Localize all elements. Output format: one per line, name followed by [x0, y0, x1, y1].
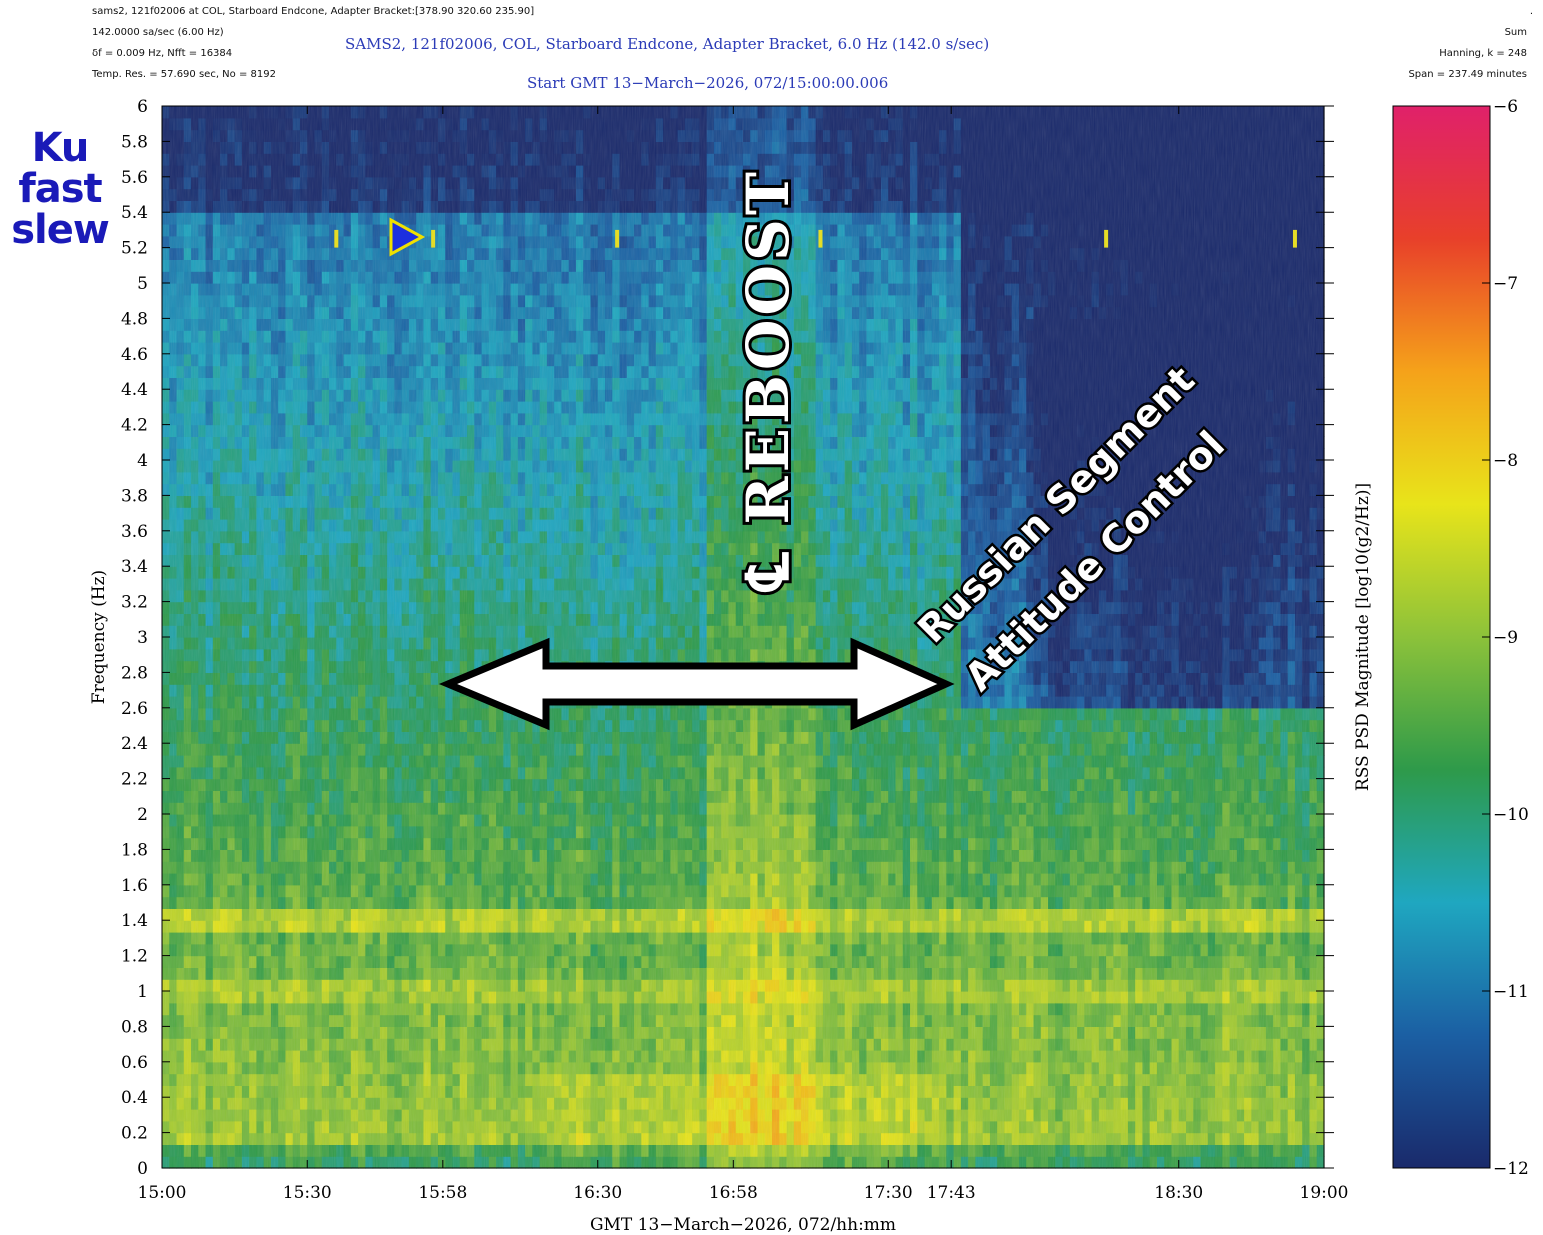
- ku-fast-slew-label: Ku fast slew: [11, 125, 110, 253]
- header-right-line2: Sum: [1504, 27, 1527, 38]
- chart-subtitle: Start GMT 13−March−2026, 072/15:00:00.00…: [527, 74, 889, 92]
- header-right-line4: Span = 237.49 minutes: [1408, 69, 1527, 80]
- chart-title: SAMS2, 121f02006, COL, Starboard Endcone…: [345, 35, 990, 53]
- header-info-line4: Temp. Res. = 57.690 sec, No = 8192: [92, 69, 276, 80]
- header-info-line2: 142.0000 sa/sec (6.00 Hz): [92, 27, 224, 38]
- header-info-line1: sams2, 121f02006 at COL, Starboard Endco…: [92, 6, 535, 17]
- header-right-line1: .: [1529, 6, 1533, 17]
- header-right-line3: Hanning, k = 248: [1439, 48, 1527, 59]
- header-info-line3: δf = 0.009 Hz, Nfft = 16384: [92, 48, 233, 59]
